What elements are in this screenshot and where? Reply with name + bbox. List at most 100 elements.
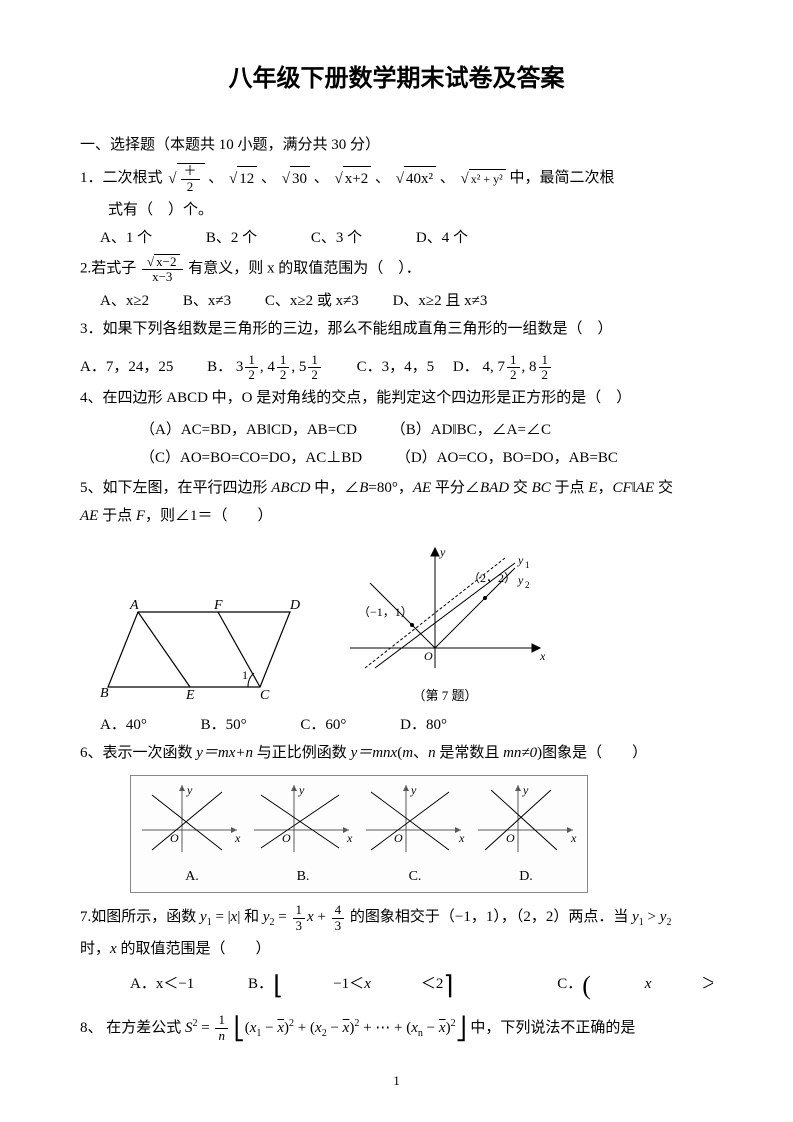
q7-l2: 时， — [80, 941, 110, 957]
q5-figures: AFD BEC 1 y x O y1 y2 （2，2） （−1，1） — [100, 538, 713, 707]
q4-optC: （C）AO=BO=CO=DO，AC⊥BD — [140, 450, 362, 466]
q6-y1: y＝mx+n — [196, 745, 253, 761]
radical-6: x² + y² — [459, 167, 506, 191]
q7-f1d: 3 — [293, 919, 306, 933]
svg-text:E: E — [185, 688, 195, 703]
q4-optB: （B）AD‖BC，∠A=∠C — [391, 422, 551, 438]
q4-stem: 4、在四边形 ABCD 中，O 是对角线的交点，能判定这个四边形是正方形的是（ … — [80, 386, 713, 410]
radical-3: 30 — [280, 166, 310, 191]
svg-text:O: O — [506, 831, 515, 845]
q5-l2b: 于点 — [98, 508, 136, 524]
q3-optD-label: D． — [453, 359, 479, 375]
q3-options: A．7，24，25 B． 312, 412, 512 C．3，4，5 D． 4,… — [80, 353, 713, 383]
q2-options: A、x≥2 B、x≠3 C、x≥2 或 x≠3 D、x≥2 且 x≠3 — [100, 289, 713, 313]
radical-5: 40x² — [394, 166, 436, 191]
rad3: 30 — [290, 166, 310, 191]
q3-optC: C．3，4，5 — [357, 359, 435, 375]
q5-optA: A．40° — [100, 713, 147, 737]
svg-text:D: D — [289, 598, 300, 613]
q3-optB: 312, 412, 512 — [236, 353, 323, 383]
svg-text:O: O — [170, 831, 179, 845]
q5-t7: 交 — [654, 480, 673, 496]
q6-y2: y＝mnx — [351, 745, 398, 761]
q6-lD: D. — [471, 866, 581, 888]
q5-stem2: AE 于点 F，则∠1＝（ ） — [80, 504, 713, 528]
section-heading: 一、选择题（本题共 10 小题，满分共 30 分） — [80, 133, 713, 157]
svg-text:B: B — [100, 686, 109, 701]
q7-tb: 的图象相交于（−1，1），（2，2）两点．当 — [350, 910, 632, 926]
svg-text:x: x — [539, 649, 546, 663]
q6-lC: C. — [359, 866, 471, 888]
rad5: 40x² — [404, 166, 436, 191]
q7-and: 和 — [244, 910, 263, 926]
q5-t4: 交 — [509, 480, 532, 496]
svg-text:C: C — [260, 688, 270, 703]
q2-stem: 2.若式子 x−2 x−3 有意义，则 x 的取值范围为（ ）． — [80, 254, 713, 285]
q7-frac1: 13 — [293, 903, 306, 933]
q7-y2: y — [263, 910, 270, 926]
q7-gt: > — [644, 910, 660, 926]
q5-t6: ， — [597, 480, 612, 496]
q8-stem: 8、 在方差公式 S2 = 1n ⎣(x1 − x)2 + (x2 − x)2 … — [80, 1011, 713, 1046]
page-number: 1 — [0, 1071, 793, 1092]
q5-F: F — [136, 508, 145, 524]
q7-f2d: 3 — [332, 919, 345, 933]
q7-f1n: 1 — [293, 903, 306, 918]
rad1-num: ＋ — [181, 164, 200, 179]
q1-optA: A、1 个 — [100, 226, 152, 250]
q8-frac: 1n — [215, 1013, 228, 1043]
q7-optB: B．⌊−1＜x＜2⌉ — [248, 965, 503, 1007]
q5-optD: D．80° — [400, 713, 447, 737]
rad1-den: 2 — [181, 180, 200, 194]
q5-eq80: =80°， — [368, 480, 412, 496]
q7-y1b: y — [632, 910, 639, 926]
q1-options: A、1 个 B、2 个 C、3 个 D、4 个 — [100, 226, 713, 250]
svg-text:y: y — [439, 545, 446, 559]
q5-t1: 5、如下左图，在平行四边形 — [80, 480, 271, 496]
svg-text:x: x — [570, 831, 577, 845]
q7-stem2: 时，x 的取值范围是（ ） — [80, 937, 713, 961]
q5-AE2: AE — [636, 480, 654, 496]
q4-optD: （D）AO=CO，BO=DO，AB=BC — [396, 450, 618, 466]
q5-l2a: AE — [80, 508, 98, 524]
q6-lB: B. — [247, 866, 359, 888]
q7-eq1: = — [212, 910, 228, 926]
q1-optD: D、4 个 — [416, 226, 468, 250]
fig7-label: （第 7 题） — [340, 686, 550, 707]
radical-4: x+2 — [333, 166, 372, 191]
q6-stem: 6、表示一次函数 y＝mx+n 与正比例函数 y＝mnx(m、n 是常数且 mn… — [80, 741, 713, 765]
q2-sqrt: x−2 — [145, 254, 179, 269]
svg-text:x: x — [346, 831, 353, 845]
rad4: x+2 — [343, 166, 371, 191]
q7-ta: 7.如图所示，函数 — [80, 910, 200, 926]
q1-optB: B、2 个 — [206, 226, 257, 250]
q6-tb: 与正比例函数 — [253, 745, 351, 761]
q8-S: S — [185, 1020, 193, 1036]
q7-options: A．x＜−1 B．⌊−1＜x＜2⌉ C．( x＞2 ) D．( x＜−1 或 x… — [130, 965, 713, 1007]
q2-optD: D、x≥2 且 x≠3 — [393, 289, 488, 313]
graph7-wrap: y x O y1 y2 （2，2） （−1，1） （第 7 题） — [340, 538, 550, 707]
q7-frac2: 43 — [332, 903, 345, 933]
q8-eq: = — [198, 1020, 214, 1036]
q6-graphs: yxO yxO yxO yxO A. B. C. D. — [130, 775, 588, 893]
q6-ta: 6、表示一次函数 — [80, 745, 196, 761]
q1-optC: C、3 个 — [311, 226, 362, 250]
svg-text:1: 1 — [242, 668, 248, 682]
svg-text:y: y — [522, 783, 529, 797]
radical-2: 12 — [227, 166, 257, 191]
q6-m: m — [402, 745, 413, 761]
q1-text-b: 中，最简二次根 — [509, 171, 614, 187]
q5-l2c: ，则∠1＝（ ） — [145, 508, 273, 524]
q8-tb: 中，下列说法不正确的是 — [470, 1020, 635, 1036]
rad6: x² + y² — [469, 169, 506, 189]
q6-te: 是常数且 — [436, 745, 504, 761]
q5-AE: AE — [413, 480, 431, 496]
graph7-figure: y x O y1 y2 （2，2） （−1，1） — [340, 538, 550, 678]
q2-text-b: 有意义，则 x 的取值范围为（ ）． — [188, 261, 421, 277]
q6-tf: )图象是（ ） — [537, 745, 647, 761]
q7-y1: y — [200, 910, 207, 926]
q1-stem2: 式有（ ）个。 — [80, 198, 713, 222]
q5-stem1: 5、如下左图，在平行四边形 ABCD 中，∠B=80°，AE 平分∠BAD 交 … — [80, 476, 713, 500]
q7-optC: C．( x＞2 ) — [557, 965, 713, 1007]
svg-text:y: y — [517, 553, 524, 567]
